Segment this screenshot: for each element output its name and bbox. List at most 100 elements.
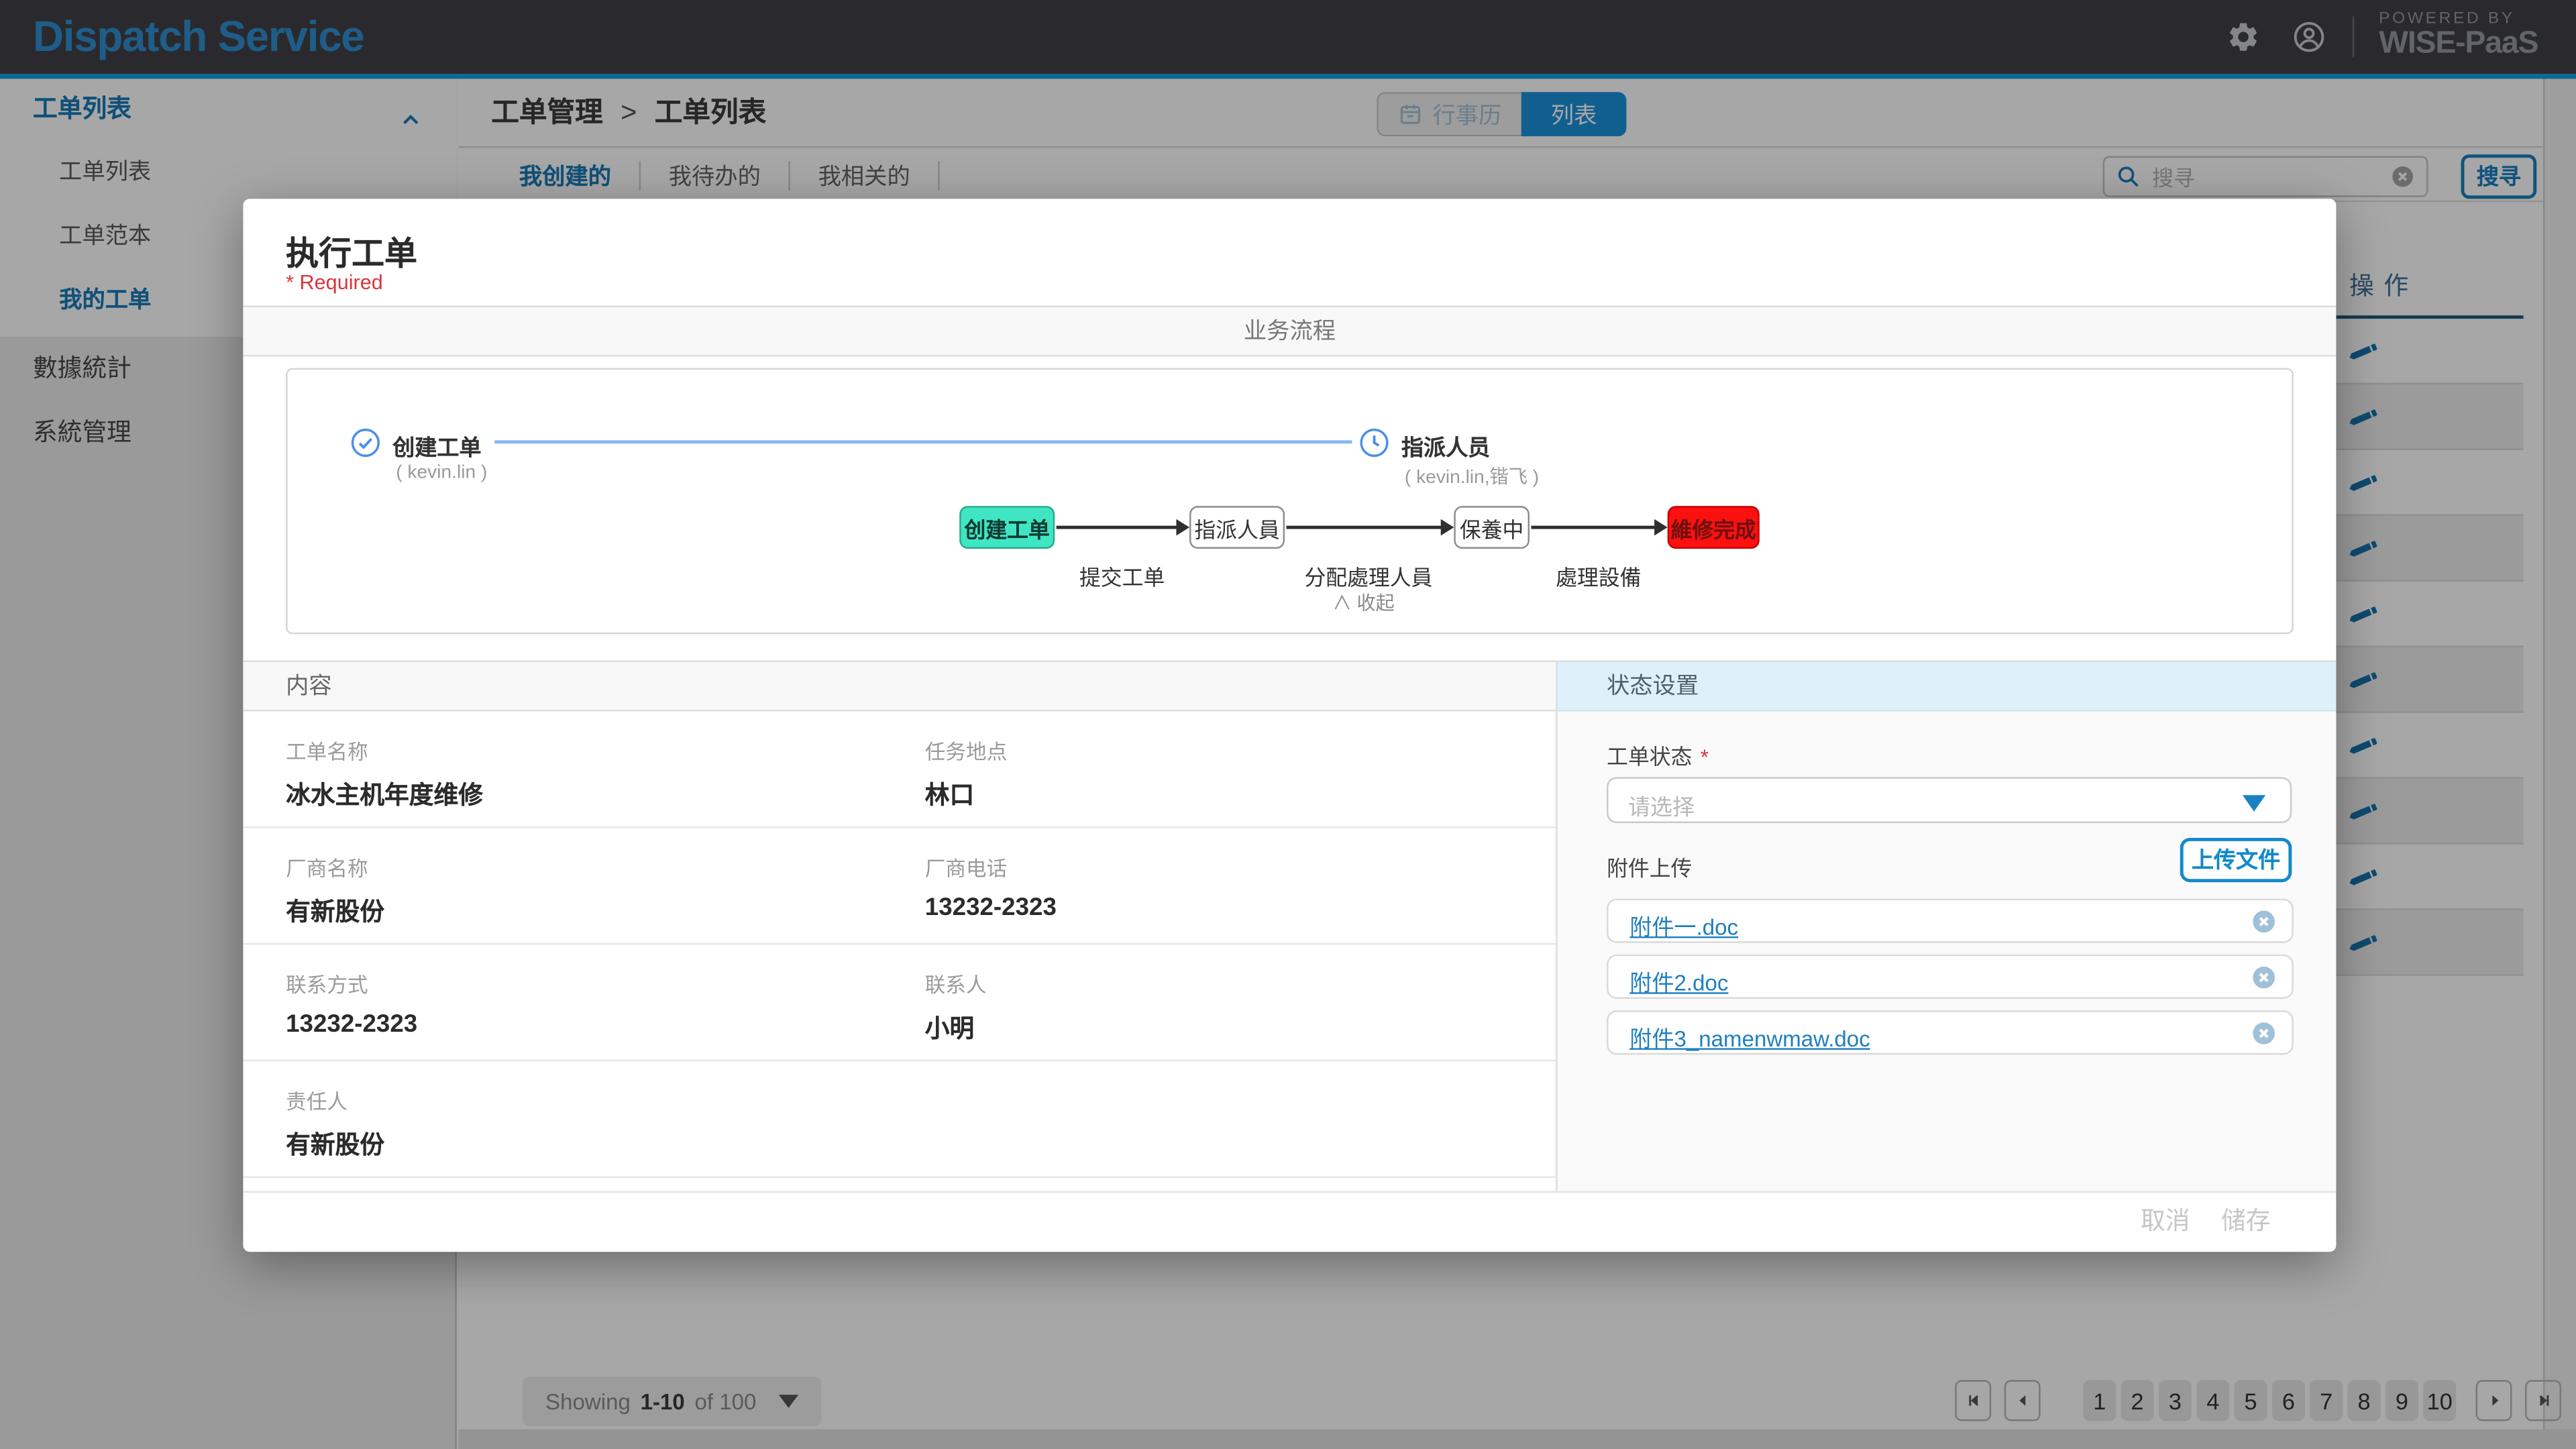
wise-paas-logo: WISE-PaaS xyxy=(2379,26,2538,61)
attachment-link[interactable]: 附件一.doc xyxy=(1629,915,1739,940)
field-value: 13232-2323 xyxy=(286,1010,418,1038)
page-button-7[interactable]: 7 xyxy=(2310,1380,2343,1421)
gear-icon[interactable] xyxy=(2226,19,2260,54)
app-logo: Dispatch Service xyxy=(32,11,365,61)
tab-related-to-me[interactable]: 我相关的 xyxy=(790,160,940,190)
toggle-calendar-view[interactable]: 行事历 xyxy=(1377,92,1521,137)
prev-page-button[interactable] xyxy=(2004,1380,2041,1421)
pencil-icon[interactable] xyxy=(2349,534,2379,564)
page-button-8[interactable]: 8 xyxy=(2347,1380,2381,1421)
pencil-icon[interactable] xyxy=(2349,863,2379,892)
remove-attachment-x-circle-icon[interactable] xyxy=(2251,1020,2277,1046)
horizontal-scrollbar[interactable] xyxy=(458,1429,2576,1449)
flow-edge-label: 分配處理人員 xyxy=(1304,565,1433,590)
attachment-item: 附件2.doc xyxy=(1607,954,2294,999)
field-workorder-name: 工单名称 冰水主机年度维修 xyxy=(286,735,483,812)
status-field-label: 工单状态 xyxy=(1607,744,1693,769)
modal-footer: 取消 储存 xyxy=(243,1191,2337,1252)
attachment-link[interactable]: 附件3_namenwmaw.doc xyxy=(1629,1026,1870,1052)
modal-title: 执行工单 xyxy=(286,236,418,273)
cancel-button[interactable]: 取消 xyxy=(2140,1208,2190,1236)
last-page-button[interactable] xyxy=(2525,1380,2561,1421)
field-contact-method: 联系方式 13232-2323 xyxy=(286,967,417,1038)
pencil-icon[interactable] xyxy=(2349,337,2379,366)
table-row xyxy=(2336,582,2524,647)
workorder-status-select[interactable]: 请选择 xyxy=(1607,777,2292,823)
page-button-5[interactable]: 5 xyxy=(2234,1380,2267,1421)
pencil-icon[interactable] xyxy=(2349,402,2379,432)
pencil-icon[interactable] xyxy=(2349,797,2379,826)
pencil-icon[interactable] xyxy=(2349,928,2379,958)
triangle-down-icon xyxy=(2242,795,2266,812)
toggle-list-view[interactable]: 列表 xyxy=(1521,92,1627,137)
workorder-status-label: 工单状态 * xyxy=(1607,739,1709,771)
field-responsible-person: 责任人 有新股份 xyxy=(286,1084,384,1161)
pencil-icon[interactable] xyxy=(2349,731,2379,761)
search-button[interactable]: 搜寻 xyxy=(2461,154,2537,199)
table-row xyxy=(2336,647,2524,713)
sidebar-item-my-workorders[interactable]: 我的工单 xyxy=(59,286,152,313)
tab-my-todo[interactable]: 我待办的 xyxy=(641,160,790,190)
field-label: 厂商名称 xyxy=(286,857,368,881)
page-button-1[interactable]: 1 xyxy=(2083,1380,2116,1421)
pencil-icon[interactable] xyxy=(2349,468,2379,498)
attachment-link[interactable]: 附件2.doc xyxy=(1629,971,1729,996)
powered-by-label: POWERED BY xyxy=(2379,9,2515,28)
field-label: 工单名称 xyxy=(286,741,368,764)
pencil-icon[interactable] xyxy=(2349,665,2379,695)
field-value: 冰水主机年度维修 xyxy=(286,782,484,810)
flow-node-complete: 維修完成 xyxy=(1667,506,1760,549)
header-accent-bar xyxy=(0,74,2576,79)
sidebar-item-statistics[interactable]: 數據統計 xyxy=(32,354,131,383)
page-button-3[interactable]: 3 xyxy=(2158,1380,2192,1421)
search-input[interactable] xyxy=(2149,159,2369,197)
search-box xyxy=(2102,156,2428,197)
select-placeholder: 请选择 xyxy=(1627,795,1695,820)
field-vendor-name: 厂商名称 有新股份 xyxy=(286,851,384,928)
collapse-flow-link[interactable]: ∧ 收起 xyxy=(1332,594,1395,614)
status-section-header: 状态设置 xyxy=(1557,660,2337,712)
page-button-10[interactable]: 10 xyxy=(2423,1380,2457,1421)
timeline-step-actor: ( kevin.lin ) xyxy=(396,463,488,484)
field-row: 厂商名称 有新股份 厂商电话 13232-2323 xyxy=(243,828,1556,945)
user-circle-icon[interactable] xyxy=(2292,19,2326,54)
vertical-scrollbar[interactable] xyxy=(2543,78,2576,1430)
field-value: 有新股份 xyxy=(286,898,385,927)
remove-attachment-x-circle-icon[interactable] xyxy=(2251,965,2277,991)
top-header: Dispatch Service POWERED BY WISE-PaaS xyxy=(0,0,2576,74)
calendar-icon xyxy=(1400,105,1420,124)
field-label: 厂商电话 xyxy=(924,857,1008,881)
save-button[interactable]: 储存 xyxy=(2220,1208,2271,1236)
page-button-9[interactable]: 9 xyxy=(2385,1380,2418,1421)
modal-body: 内容 工单名称 冰水主机年度维修 任务地点 林口 厂商名称 有新股份 xyxy=(243,660,2337,1191)
next-page-button[interactable] xyxy=(2475,1380,2512,1421)
sidebar-group-header[interactable]: 工单列表 xyxy=(0,79,457,140)
required-asterisk: * xyxy=(1700,744,1709,769)
page-button-2[interactable]: 2 xyxy=(2121,1380,2154,1421)
page-button-4[interactable]: 4 xyxy=(2196,1380,2230,1421)
remove-attachment-x-circle-icon[interactable] xyxy=(2251,908,2277,934)
first-page-button[interactable] xyxy=(1955,1380,1992,1421)
page-size-dropdown[interactable]: Showing 1-10 of 100 xyxy=(522,1377,822,1426)
field-value: 小明 xyxy=(924,1015,975,1044)
flow-arrow xyxy=(1056,519,1190,536)
timeline-step-label: 指派人员 xyxy=(1401,435,1491,460)
tab-created-by-me[interactable]: 我创建的 xyxy=(491,160,641,190)
showing-range: 1-10 xyxy=(640,1389,685,1414)
sidebar-item-workorder-template[interactable]: 工单范本 xyxy=(59,221,152,248)
sidebar-item-workorder-list[interactable]: 工单列表 xyxy=(59,158,152,184)
sidebar-item-system-admin[interactable]: 系統管理 xyxy=(32,419,131,447)
breadcrumb-parent[interactable]: 工单管理 xyxy=(491,97,603,129)
attachment-item: 附件3_namenwmaw.doc xyxy=(1607,1010,2294,1055)
pencil-icon[interactable] xyxy=(2349,600,2379,629)
timeline-connector xyxy=(494,440,1352,444)
timeline-step-label: 创建工单 xyxy=(392,435,482,460)
upload-file-button[interactable]: 上传文件 xyxy=(2180,837,2292,883)
breadcrumb: 工单管理 > 工单列表 xyxy=(491,79,776,148)
content-section: 内容 工单名称 冰水主机年度维修 任务地点 林口 厂商名称 有新股份 xyxy=(243,660,1556,1191)
attachment-upload-label: 附件上传 xyxy=(1607,855,1693,881)
toggle-list-label: 列表 xyxy=(1550,101,1597,127)
search-clear-x-circle-icon[interactable] xyxy=(2390,164,2415,189)
page-button-6[interactable]: 6 xyxy=(2271,1380,2305,1421)
field-value: 13232-2323 xyxy=(924,894,1057,922)
